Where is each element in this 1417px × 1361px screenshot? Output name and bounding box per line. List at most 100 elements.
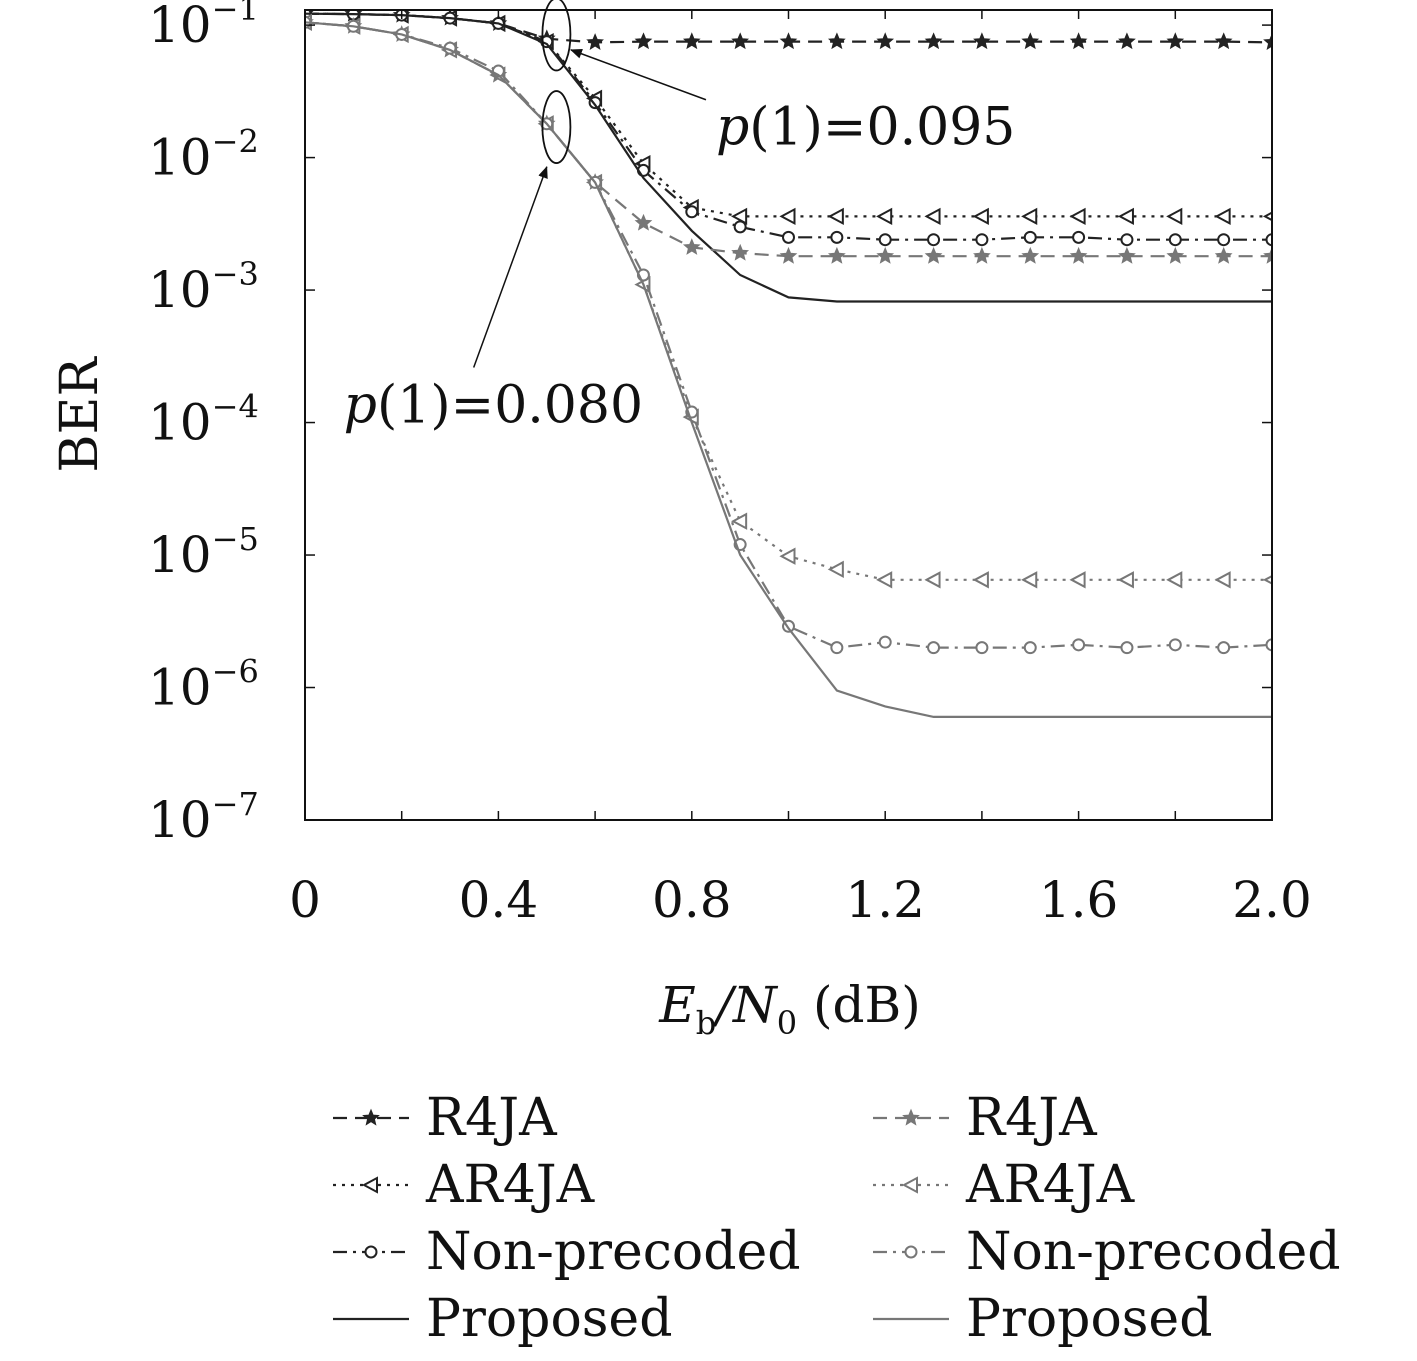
legend-label: Non-precoded	[966, 1222, 1341, 1282]
annotation-0: p(1)=0.095	[541, 0, 1015, 158]
annotation-1: p(1)=0.080	[344, 90, 643, 436]
series-line	[305, 12, 1272, 241]
legend-item: Proposed	[873, 1289, 1213, 1349]
star-marker	[924, 246, 943, 264]
triangle-marker	[827, 560, 844, 579]
y-tick-label: 10−7	[148, 785, 259, 849]
circle-marker	[1072, 638, 1086, 652]
triangle-marker	[1166, 571, 1183, 589]
circle-marker	[1120, 641, 1134, 655]
y-tick-label: 10−4	[148, 388, 259, 452]
circle-marker	[1168, 638, 1182, 652]
star-marker	[634, 32, 653, 50]
series-gray-proposed	[305, 21, 1272, 718]
triangle-marker	[1117, 571, 1134, 589]
triangle-marker	[1166, 207, 1183, 226]
triangle-marker	[1117, 207, 1134, 226]
axis-ticks: 0 0.4 0.8 1.2 1.6 2.0 10−1 10−2 10−3 10−4 10−5 10−6…	[148, 0, 1312, 929]
circle-marker	[927, 641, 941, 655]
x-label-unit: (dB)	[797, 976, 921, 1034]
star-marker	[827, 246, 846, 264]
circle-marker	[1023, 641, 1037, 655]
legend-label: AR4JA	[965, 1155, 1136, 1215]
x-tick-label: 0.8	[652, 871, 732, 929]
triangle-marker	[1214, 207, 1231, 226]
circle-marker	[1265, 233, 1272, 247]
annotation-arrow	[472, 165, 548, 368]
circle-marker	[975, 233, 989, 247]
annotation-label: p(1)=0.080	[344, 376, 643, 436]
star-marker	[586, 33, 604, 50]
star-marker	[731, 243, 750, 261]
triangle-marker	[1069, 207, 1086, 226]
star-marker	[1263, 246, 1272, 264]
star-marker	[682, 32, 701, 50]
x-tick-label: 1.2	[845, 871, 925, 929]
circle-marker	[1265, 638, 1272, 652]
triangle-marker	[827, 207, 844, 226]
triangle-marker	[901, 1176, 918, 1194]
star-marker	[634, 213, 653, 231]
circle-marker	[878, 233, 892, 247]
triangle-marker	[1214, 571, 1231, 589]
star-marker	[876, 32, 895, 50]
star-marker	[731, 32, 750, 50]
legend-item: R4JA	[333, 1088, 558, 1148]
legend-item: R4JA	[873, 1088, 1098, 1148]
triangle-marker	[1069, 571, 1086, 589]
triangle-marker	[779, 207, 796, 226]
circle-marker	[364, 1245, 378, 1259]
x-tick-label: 0	[289, 871, 321, 929]
star-marker	[924, 32, 943, 50]
circle-marker	[1072, 230, 1086, 244]
annotation-ellipse	[541, 0, 572, 72]
circle-marker	[1168, 233, 1182, 247]
circle-marker	[782, 230, 795, 244]
star-marker	[1166, 32, 1185, 50]
circle-marker	[1120, 233, 1134, 247]
y-tick-label: 10−6	[148, 653, 259, 717]
y-tick-label: 10−2	[148, 123, 259, 187]
legend-item: AR4JA	[333, 1155, 596, 1215]
star-marker	[1069, 246, 1088, 264]
legend-item: Proposed	[333, 1289, 673, 1349]
legend: R4JA AR4JA Non-precoded Proposed R4JA AR4JA No…	[333, 1088, 1341, 1349]
star-marker	[973, 246, 991, 264]
series-line	[305, 12, 1272, 303]
star-marker	[1263, 33, 1272, 50]
circle-marker	[1217, 233, 1231, 247]
legend-item: Non-precoded	[333, 1222, 801, 1282]
star-marker	[1021, 32, 1040, 50]
star-marker	[902, 1108, 920, 1126]
circle-marker	[1023, 230, 1037, 244]
triangle-marker	[924, 207, 941, 226]
legend-item: AR4JA	[873, 1155, 1136, 1215]
x-tick-label: 0.4	[459, 871, 539, 929]
annotation-ellipse	[541, 90, 572, 164]
triangle-marker	[924, 571, 941, 589]
annotation-arrow	[569, 49, 707, 101]
star-marker	[827, 32, 846, 50]
y-axis-label: BER	[50, 355, 110, 472]
series-layer	[305, 10, 1272, 718]
star-marker	[682, 238, 701, 255]
circle-marker	[975, 641, 989, 655]
x-label-n: /N	[712, 976, 779, 1034]
legend-label: R4JA	[426, 1088, 558, 1148]
circle-marker	[1217, 641, 1231, 655]
circle-marker	[904, 1245, 918, 1259]
star-marker	[876, 246, 895, 264]
annotations: p(1)=0.095 p(1)=0.080	[344, 0, 1015, 436]
triangle-marker	[972, 207, 989, 226]
star-marker	[362, 1108, 380, 1126]
triangle-marker	[731, 207, 748, 226]
x-axis-label: Eb/N0 (dB)	[658, 976, 921, 1042]
triangle-marker	[972, 571, 989, 589]
x-label-sub-b: b	[696, 1004, 716, 1042]
circle-marker	[830, 230, 844, 244]
triangle-marker	[876, 207, 893, 226]
triangle-marker	[731, 512, 748, 530]
circle-marker	[733, 220, 747, 234]
x-tick-label: 2.0	[1232, 871, 1312, 929]
legend-label: Proposed	[966, 1289, 1213, 1349]
